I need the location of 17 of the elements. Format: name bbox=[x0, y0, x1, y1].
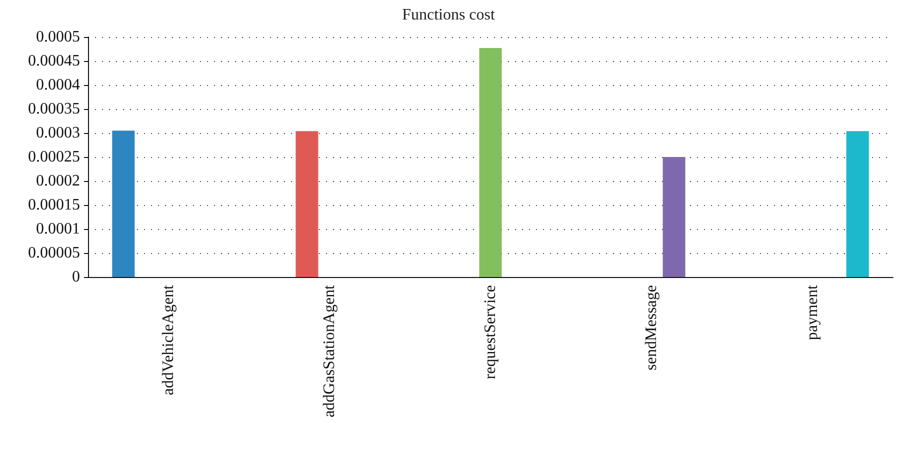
y-tick-label: 0.0002 bbox=[36, 172, 80, 190]
y-tick-label: 0.0004 bbox=[36, 76, 80, 94]
y-tick-label: 0.0005 bbox=[36, 28, 80, 46]
y-tick-label: 0.00015 bbox=[28, 196, 80, 214]
x-tick-label: addGasStationAgent bbox=[321, 284, 338, 418]
x-tick-label: sendMessage bbox=[643, 285, 660, 370]
x-tick-label: payment bbox=[804, 284, 821, 340]
chart-title: Functions cost bbox=[402, 6, 496, 24]
y-tick-label: 0.00025 bbox=[28, 148, 80, 166]
x-tick-label: addVehicleAgent bbox=[160, 284, 177, 396]
y-tick-label: 0.00045 bbox=[28, 52, 80, 70]
x-tick-label: requestService bbox=[482, 285, 499, 380]
y-tick-label: 0.00005 bbox=[28, 244, 80, 262]
y-tick-label: 0.0003 bbox=[36, 124, 80, 142]
y-tick-label: 0.00035 bbox=[28, 100, 80, 118]
y-tick-label: 0.0001 bbox=[36, 220, 80, 238]
y-tick-label: 0 bbox=[72, 268, 80, 286]
